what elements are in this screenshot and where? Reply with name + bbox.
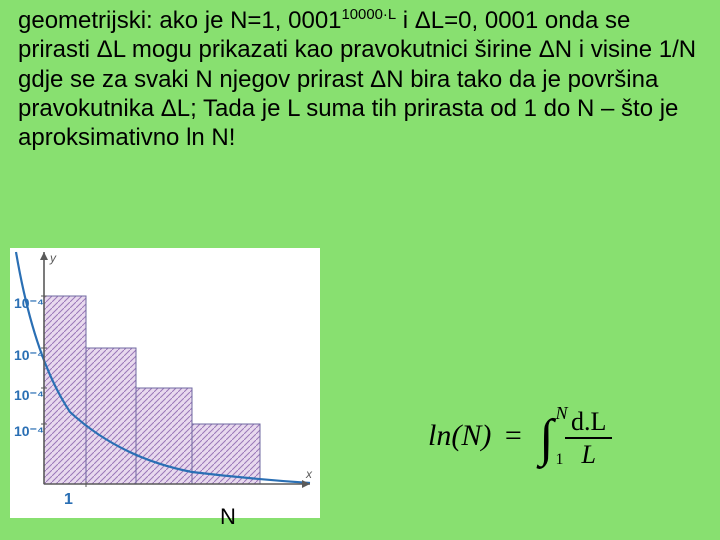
formula-fraction: d.L L — [565, 408, 612, 469]
svg-text:x: x — [305, 467, 313, 481]
fraction-denominator: L — [565, 439, 612, 468]
svg-text:10⁻⁴: 10⁻⁴ — [14, 423, 44, 439]
para-sup: 10000·L — [342, 7, 397, 23]
svg-text:y: y — [49, 251, 57, 265]
para-pre: geometrijski: ako je N=1, 0001 — [18, 7, 342, 34]
integral-symbol: ∫ — [539, 410, 553, 467]
fraction-numerator: d.L — [565, 408, 612, 439]
integral-lower-bound: 1 — [556, 454, 564, 467]
chart-svg: x y 10⁻⁴ 10⁻⁴ 10⁻⁴ 10⁻⁴ 1 — [10, 248, 320, 518]
x-axis-n-label: N — [220, 504, 236, 530]
svg-text:10⁻⁴: 10⁻⁴ — [14, 295, 44, 311]
svg-text:1: 1 — [64, 491, 73, 508]
integral-formula: ln(N) = ∫ N 1 d.L L — [428, 408, 612, 469]
integral-sign: ∫ N 1 — [539, 418, 553, 460]
chart-panel: x y 10⁻⁴ 10⁻⁴ 10⁻⁴ 10⁻⁴ 1 — [10, 248, 320, 518]
svg-text:10⁻⁴: 10⁻⁴ — [14, 387, 44, 403]
formula-eq: = — [505, 419, 522, 452]
main-paragraph: geometrijski: ako je N=1, 000110000·L i … — [18, 6, 708, 152]
formula-lhs: ln(N) — [428, 419, 491, 452]
svg-text:10⁻⁴: 10⁻⁴ — [14, 347, 44, 363]
